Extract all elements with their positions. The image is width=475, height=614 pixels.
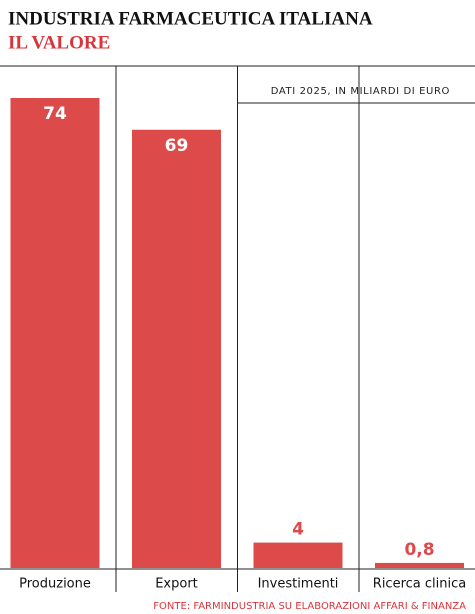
bar bbox=[10, 98, 100, 568]
value-label: 0,8 bbox=[404, 540, 434, 560]
source: FONTE: FARMINDUSTRIA SU ELABORAZIONI AFF… bbox=[153, 601, 466, 612]
value-label: 69 bbox=[165, 136, 189, 156]
value-label: 74 bbox=[43, 104, 67, 124]
value-label: 4 bbox=[292, 520, 304, 540]
x-tick-label: Ricerca clinica bbox=[373, 577, 466, 592]
bar bbox=[132, 129, 221, 568]
chart-title: INDUSTRIA FARMACEUTICA ITALIANA bbox=[8, 8, 373, 29]
x-tick-label: Export bbox=[155, 577, 198, 592]
x-tick-label: Investimenti bbox=[258, 577, 339, 592]
bar bbox=[375, 562, 464, 568]
bar bbox=[253, 542, 343, 568]
x-tick-label: Produzione bbox=[19, 577, 91, 592]
note: DATI 2025, IN MILIARDI DI EURO bbox=[271, 86, 450, 97]
chart-subtitle: IL VALORE bbox=[8, 32, 110, 53]
